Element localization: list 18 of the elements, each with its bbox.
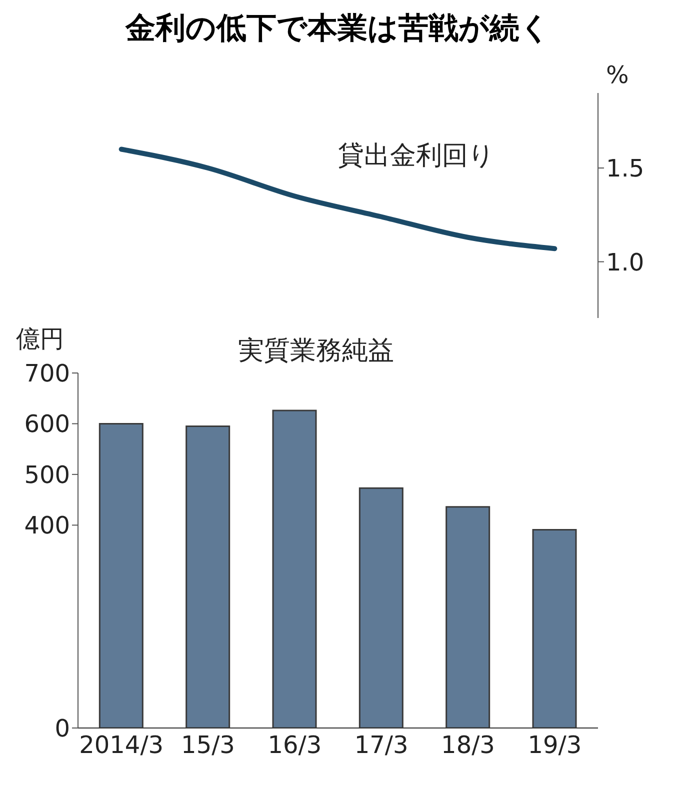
y-tick-label: 500 bbox=[24, 460, 70, 489]
y-axis-title: 億円 bbox=[16, 324, 64, 355]
x-tick-label: 18/3 bbox=[441, 731, 495, 760]
y-tick-label: 1.5 bbox=[606, 154, 644, 183]
x-tick-label: 15/3 bbox=[181, 731, 235, 760]
x-tick-label: 17/3 bbox=[354, 731, 408, 760]
y-tick-label: 0 bbox=[54, 714, 70, 743]
chart-title: 金利の低下で本業は苦戦が続く bbox=[124, 10, 552, 48]
x-tick-label: 16/3 bbox=[268, 731, 322, 760]
x-tick-label: 19/3 bbox=[528, 731, 582, 760]
series-label: 貸出金利回り bbox=[338, 140, 495, 173]
y-tick-label: 400 bbox=[24, 512, 70, 540]
x-tick-label: 2014/3 bbox=[79, 731, 164, 760]
y-axis-title: % bbox=[606, 61, 629, 89]
y-tick-label: 1.0 bbox=[606, 248, 644, 276]
y-tick-label: 600 bbox=[24, 410, 70, 438]
text: 実質業務純益 bbox=[238, 335, 394, 368]
y-tick-label: 700 bbox=[24, 360, 70, 388]
